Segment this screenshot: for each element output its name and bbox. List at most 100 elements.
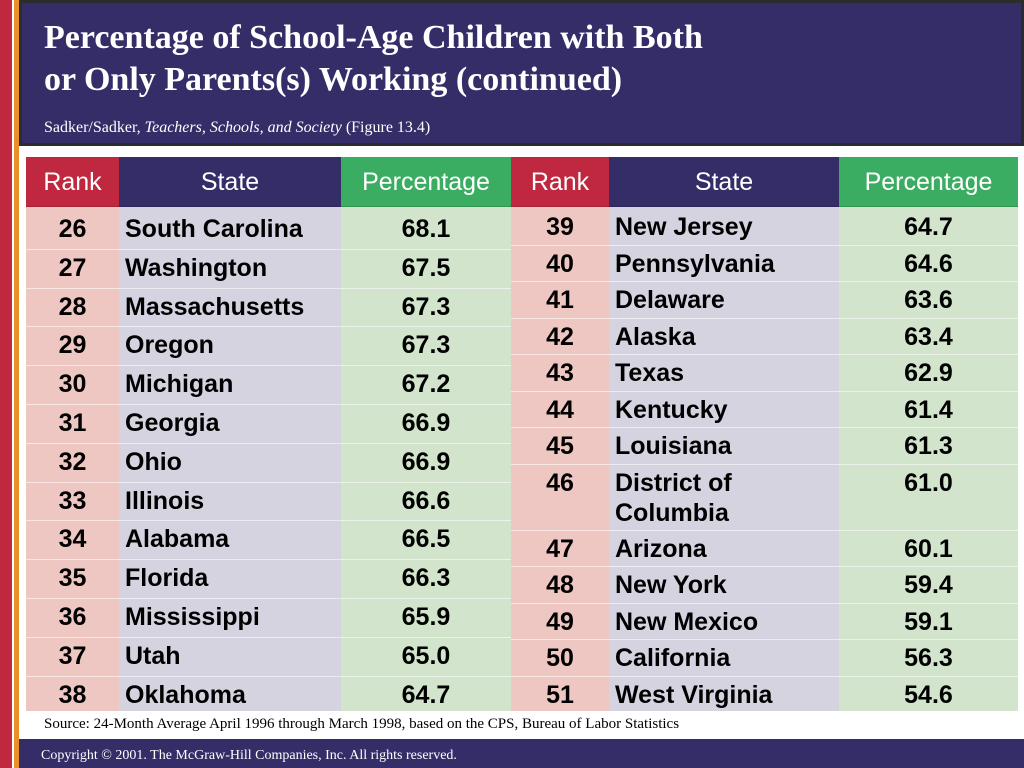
percentage-cell: 61.0 bbox=[904, 468, 953, 497]
table-row: 30 Michigan 67.2 bbox=[26, 369, 511, 405]
row-divider bbox=[26, 481, 511, 483]
state-cell: Utah bbox=[125, 641, 181, 670]
rank-cell: 39 bbox=[546, 213, 574, 241]
rank-cell: 36 bbox=[58, 603, 87, 631]
row-divider bbox=[511, 281, 1018, 282]
slide-header: Percentage of School-Age Children with B… bbox=[19, 0, 1024, 146]
percentage-cell: 66.5 bbox=[401, 525, 451, 554]
rank-cell: 51 bbox=[546, 680, 574, 709]
state-cell: Kentucky bbox=[615, 395, 728, 424]
row-divider bbox=[511, 463, 1018, 465]
state-cell: New Mexico bbox=[615, 607, 759, 636]
rank-cell: 32 bbox=[58, 447, 87, 476]
state-cell: Michigan bbox=[125, 370, 234, 399]
slide-footer: Copyright © 2001. The McGraw-Hill Compan… bbox=[19, 739, 1024, 768]
rank-cell: 33 bbox=[58, 486, 87, 515]
table-row: 45 Louisiana 61.3 bbox=[511, 431, 1018, 468]
citation-book-title: Teachers, Schools, and Society bbox=[144, 119, 342, 136]
state-cell: Pennsylvania bbox=[615, 249, 775, 278]
row-divider bbox=[26, 520, 511, 522]
percentage-cell: 68.1 bbox=[401, 215, 451, 243]
percentage-cell: 66.6 bbox=[401, 486, 451, 515]
percentage-cell: 59.4 bbox=[904, 571, 953, 599]
slide-title: Percentage of School-Age Children with B… bbox=[44, 17, 703, 101]
table-row: 36 Mississippi 65.9 bbox=[26, 602, 511, 638]
percentage-cell: 67.3 bbox=[401, 292, 451, 321]
percentage-header-left: Percentage bbox=[341, 157, 511, 207]
table-row: 34 Alabama 66.5 bbox=[26, 524, 511, 560]
percentage-cell: 65.9 bbox=[401, 603, 451, 631]
table-row: 37 Utah 65.0 bbox=[26, 641, 511, 677]
state-cell: Delaware bbox=[615, 286, 725, 314]
percentage-cell: 66.9 bbox=[401, 447, 451, 476]
row-divider bbox=[511, 602, 1018, 604]
rank-cell: 48 bbox=[546, 571, 574, 599]
rank-cell: 31 bbox=[58, 409, 87, 437]
percentage-cell: 61.3 bbox=[904, 432, 953, 460]
state-cell: Texas bbox=[615, 359, 685, 387]
state-cell: Louisiana bbox=[615, 432, 732, 460]
state-cell: Oregon bbox=[125, 331, 214, 360]
rank-cell: 47 bbox=[546, 534, 574, 563]
table-row: 48 New York 59.4 bbox=[511, 570, 1018, 607]
state-cell: Arizona bbox=[615, 534, 707, 563]
table-row: 47 Arizona 60.1 bbox=[511, 534, 1018, 571]
state-cell: District of Columbia bbox=[615, 468, 732, 527]
rank-cell: 44 bbox=[546, 395, 574, 424]
row-divider bbox=[26, 365, 511, 367]
percentage-cell: 54.6 bbox=[904, 680, 953, 709]
table-row: 43 Texas 62.9 bbox=[511, 358, 1018, 395]
table-row: 49 New Mexico 59.1 bbox=[511, 607, 1018, 644]
state-cell: Ohio bbox=[125, 447, 182, 476]
row-divider bbox=[26, 559, 511, 561]
title-line-2: or Only Parents(s) Working (continued) bbox=[44, 61, 623, 98]
state-header-left: State bbox=[119, 157, 341, 207]
rank-cell: 49 bbox=[546, 607, 574, 636]
rank-cell: 42 bbox=[546, 322, 574, 351]
table-row: 33 Illinois 66.6 bbox=[26, 486, 511, 522]
left-accent-stripe-orange bbox=[14, 0, 19, 768]
table-row: 32 Ohio 66.9 bbox=[26, 447, 511, 483]
percentage-cell: 60.1 bbox=[904, 534, 953, 563]
rank-cell: 29 bbox=[58, 331, 87, 360]
table-left-half: Rank State Percentage 26 South Carolina 68… bbox=[26, 157, 511, 711]
percentage-header-right: Percentage bbox=[839, 157, 1018, 207]
table-row: 41 Delaware 63.6 bbox=[511, 285, 1018, 322]
rank-cell: 26 bbox=[58, 215, 87, 243]
table-row: 29 Oregon 67.3 bbox=[26, 330, 511, 366]
table-row: 27 Washington 67.5 bbox=[26, 253, 511, 289]
rank-cell: 37 bbox=[58, 641, 87, 670]
row-divider bbox=[511, 354, 1018, 355]
state-cell: California bbox=[615, 644, 731, 672]
rank-cell: 30 bbox=[58, 370, 87, 399]
table-row: 51 West Virginia 54.6 bbox=[511, 680, 1018, 717]
row-divider bbox=[511, 566, 1018, 567]
rank-cell: 43 bbox=[546, 359, 574, 387]
state-column-right: State bbox=[609, 157, 839, 711]
state-cell: New Jersey bbox=[615, 213, 753, 241]
rank-cell: 27 bbox=[58, 253, 87, 282]
row-divider bbox=[511, 317, 1018, 319]
rank-cell: 41 bbox=[546, 286, 574, 314]
row-divider bbox=[26, 326, 511, 328]
row-divider bbox=[26, 404, 511, 405]
state-cell: Alaska bbox=[615, 322, 696, 351]
row-divider bbox=[26, 598, 511, 599]
percentage-cell: 61.4 bbox=[904, 395, 953, 424]
table-row: 31 Georgia 66.9 bbox=[26, 408, 511, 444]
state-cell: Massachusetts bbox=[125, 292, 305, 321]
state-cell: Oklahoma bbox=[125, 680, 246, 709]
rank-header-left: Rank bbox=[26, 157, 119, 207]
row-divider bbox=[511, 390, 1018, 392]
citation: Sadker/Sadker, Teachers, Schools, and So… bbox=[44, 119, 430, 137]
row-divider bbox=[26, 675, 511, 677]
state-cell: Mississippi bbox=[125, 603, 260, 631]
row-divider bbox=[26, 287, 511, 289]
state-cell: West Virginia bbox=[615, 680, 773, 709]
table-row: 38 Oklahoma 64.7 bbox=[26, 680, 511, 716]
row-divider bbox=[511, 427, 1018, 428]
state-cell: South Carolina bbox=[125, 215, 303, 243]
table-row: 26 South Carolina 68.1 bbox=[26, 214, 511, 250]
rank-header-right: Rank bbox=[511, 157, 609, 207]
data-table: Rank State Percentage 26 South Carolina 68… bbox=[26, 157, 1018, 711]
